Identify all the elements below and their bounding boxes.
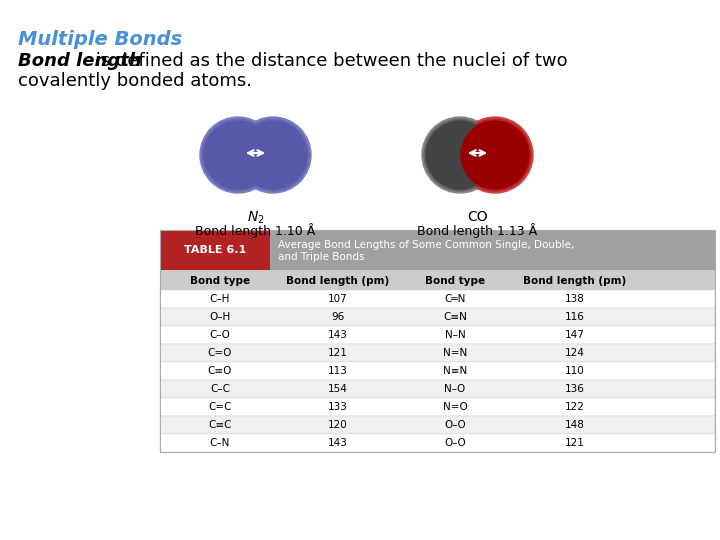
Text: C═N: C═N: [444, 294, 466, 304]
FancyBboxPatch shape: [160, 290, 715, 308]
Text: 138: 138: [565, 294, 585, 304]
Text: covalently bonded atoms.: covalently bonded atoms.: [18, 72, 252, 90]
Ellipse shape: [204, 121, 272, 189]
Ellipse shape: [457, 117, 533, 193]
Text: O–H: O–H: [210, 312, 230, 322]
Ellipse shape: [422, 117, 498, 193]
FancyBboxPatch shape: [270, 230, 715, 270]
FancyBboxPatch shape: [160, 362, 715, 380]
Ellipse shape: [202, 119, 274, 191]
FancyBboxPatch shape: [160, 308, 715, 326]
Text: 107: 107: [328, 294, 347, 304]
FancyBboxPatch shape: [160, 434, 715, 452]
Text: Bond length (pm): Bond length (pm): [286, 276, 389, 286]
Text: 148: 148: [565, 420, 585, 430]
Text: N≡N: N≡N: [443, 366, 467, 376]
Ellipse shape: [461, 121, 529, 189]
Text: 133: 133: [328, 402, 348, 412]
Ellipse shape: [459, 119, 531, 191]
Text: 116: 116: [565, 312, 585, 322]
FancyBboxPatch shape: [160, 326, 715, 344]
Text: C=C: C=C: [208, 402, 232, 412]
Text: 113: 113: [328, 366, 348, 376]
Text: CO: CO: [467, 210, 488, 224]
Ellipse shape: [239, 121, 307, 189]
Text: Bond length: Bond length: [18, 52, 142, 70]
Text: N–O: N–O: [444, 384, 466, 394]
Text: O–O: O–O: [444, 438, 466, 448]
Text: C≡O: C≡O: [208, 366, 232, 376]
Text: TABLE 6.1: TABLE 6.1: [184, 245, 246, 255]
Text: Bond type: Bond type: [425, 276, 485, 286]
Text: $N_2$: $N_2$: [247, 210, 264, 226]
Text: is defined as the distance between the nuclei of two: is defined as the distance between the n…: [90, 52, 567, 70]
Text: 124: 124: [565, 348, 585, 358]
Text: C≡C: C≡C: [208, 420, 232, 430]
Text: 120: 120: [328, 420, 347, 430]
Ellipse shape: [237, 119, 309, 191]
Ellipse shape: [424, 119, 496, 191]
Text: 110: 110: [565, 366, 585, 376]
Text: Bond length 1.13 Å: Bond length 1.13 Å: [418, 223, 538, 238]
Text: Average Bond Lengths of Some Common Single, Double,
and Triple Bonds: Average Bond Lengths of Some Common Sing…: [278, 240, 575, 261]
Text: N=O: N=O: [443, 402, 467, 412]
Text: 147: 147: [565, 330, 585, 340]
Text: Bond length 1.10 Å: Bond length 1.10 Å: [195, 223, 315, 238]
Text: Multiple Bonds: Multiple Bonds: [18, 30, 182, 49]
FancyBboxPatch shape: [160, 230, 270, 270]
Text: C–N: C–N: [210, 438, 230, 448]
Text: N–N: N–N: [445, 330, 465, 340]
Text: C–H: C–H: [210, 294, 230, 304]
Text: 122: 122: [565, 402, 585, 412]
Ellipse shape: [426, 121, 494, 189]
FancyBboxPatch shape: [160, 398, 715, 416]
FancyBboxPatch shape: [160, 344, 715, 362]
Text: Bond type: Bond type: [190, 276, 250, 286]
Text: 143: 143: [328, 438, 348, 448]
Text: 136: 136: [565, 384, 585, 394]
Text: C≡N: C≡N: [443, 312, 467, 322]
Text: Bond length (pm): Bond length (pm): [523, 276, 626, 286]
Text: C–O: C–O: [210, 330, 230, 340]
Text: 121: 121: [328, 348, 348, 358]
FancyBboxPatch shape: [160, 380, 715, 398]
Text: C–C: C–C: [210, 384, 230, 394]
Ellipse shape: [235, 117, 311, 193]
Text: O–O: O–O: [444, 420, 466, 430]
FancyBboxPatch shape: [160, 270, 715, 290]
Text: 96: 96: [331, 312, 344, 322]
Text: C=O: C=O: [208, 348, 232, 358]
FancyBboxPatch shape: [160, 416, 715, 434]
Ellipse shape: [200, 117, 276, 193]
Text: N=N: N=N: [443, 348, 467, 358]
Text: 121: 121: [565, 438, 585, 448]
Text: 143: 143: [328, 330, 348, 340]
Text: 154: 154: [328, 384, 348, 394]
